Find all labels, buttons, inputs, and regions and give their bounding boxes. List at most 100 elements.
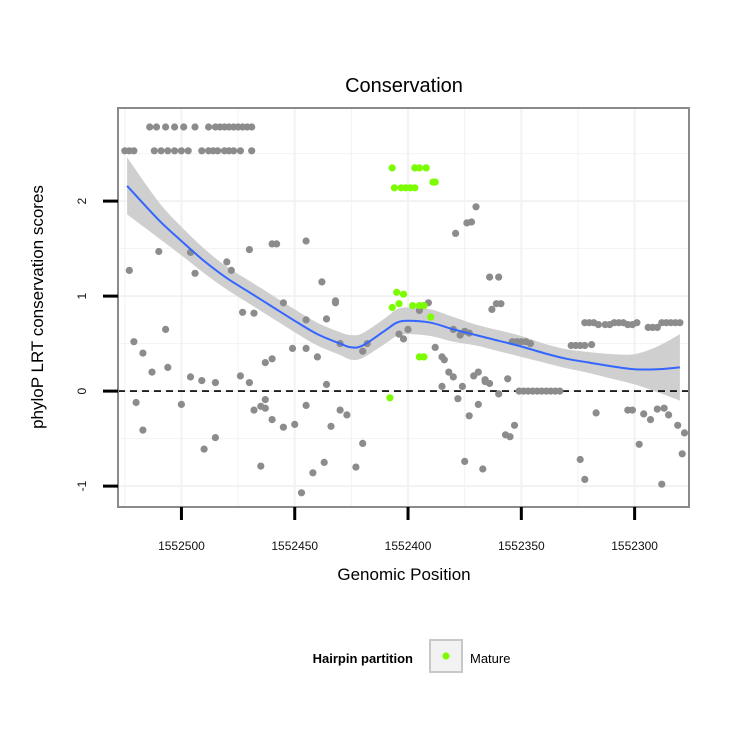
point-other — [343, 411, 351, 419]
point-other — [461, 457, 469, 465]
point-mature — [388, 164, 396, 172]
legend-label-mature: Mature — [470, 651, 510, 666]
point-other — [510, 421, 519, 429]
point-other — [653, 405, 661, 413]
point-other — [302, 344, 310, 352]
point-other — [633, 319, 641, 327]
point-other — [152, 123, 161, 131]
point-other — [177, 400, 185, 408]
point-other — [309, 469, 317, 477]
point-other — [592, 409, 600, 417]
point-mature — [420, 302, 428, 310]
panel-border — [117, 107, 690, 508]
point-other — [556, 387, 564, 395]
point-mature — [420, 353, 428, 361]
point-other — [130, 147, 138, 155]
point-mature — [415, 164, 423, 172]
point-other — [279, 299, 287, 307]
point-other — [146, 123, 154, 131]
point-other — [465, 412, 473, 420]
point-other — [676, 319, 684, 327]
chart-title: Conservation — [345, 75, 463, 97]
point-other — [261, 396, 269, 404]
point-other — [581, 341, 589, 350]
y-tick-label: -1 — [75, 480, 89, 491]
point-other — [177, 147, 185, 155]
point-other — [327, 422, 335, 430]
point-other — [479, 465, 487, 473]
point-other — [230, 147, 238, 155]
point-other — [454, 395, 462, 403]
point-other — [273, 240, 281, 248]
point-other — [211, 379, 219, 387]
point-mature — [422, 164, 430, 172]
point-other — [157, 147, 165, 155]
panel-background — [118, 108, 689, 507]
point-other — [227, 266, 235, 274]
point-other — [674, 421, 682, 429]
point-other — [404, 325, 412, 333]
point-other — [449, 373, 457, 381]
point-other — [191, 123, 199, 131]
point-other — [200, 445, 208, 453]
point-mature — [395, 300, 403, 308]
point-other — [261, 359, 269, 367]
confidence-band — [127, 157, 680, 401]
point-other — [162, 325, 170, 333]
point-other — [359, 439, 367, 447]
point-other — [184, 147, 192, 155]
point-other — [474, 368, 482, 376]
point-other — [660, 404, 668, 412]
point-other — [155, 247, 163, 256]
point-other — [665, 411, 673, 419]
point-other — [576, 455, 584, 464]
point-other — [445, 368, 453, 376]
point-other — [472, 203, 480, 211]
point-other — [132, 398, 140, 407]
y-tick-label: 2 — [75, 197, 89, 204]
point-mature — [393, 288, 401, 296]
point-other — [205, 123, 213, 131]
point-other — [248, 147, 256, 155]
point-other — [171, 147, 179, 155]
point-mature — [411, 184, 419, 192]
x-tick-label: 1552500 — [158, 539, 205, 553]
point-other — [486, 273, 494, 281]
point-other — [250, 309, 258, 317]
point-mature — [386, 394, 394, 402]
point-other — [322, 315, 331, 323]
point-other — [395, 330, 403, 338]
point-other — [288, 344, 297, 352]
point-other — [588, 341, 596, 349]
point-other — [640, 410, 648, 418]
point-other — [148, 368, 156, 376]
point-other — [504, 375, 512, 383]
point-other — [628, 406, 637, 414]
point-other — [223, 258, 231, 266]
point-other — [139, 349, 147, 357]
point-other — [130, 338, 138, 346]
point-other — [248, 123, 256, 131]
point-mature — [388, 303, 396, 312]
point-other — [680, 429, 689, 437]
point-other — [467, 218, 476, 226]
point-mature — [409, 302, 417, 310]
point-other — [268, 355, 276, 363]
point-other — [399, 335, 408, 343]
point-other — [646, 416, 655, 424]
point-other — [245, 379, 253, 387]
point-other — [495, 390, 503, 398]
point-other — [526, 340, 535, 348]
point-other — [250, 406, 258, 414]
point-other — [291, 420, 299, 428]
point-other — [239, 308, 247, 316]
point-other — [211, 434, 219, 442]
point-other — [297, 489, 306, 497]
x-tick-label: 1552450 — [271, 539, 318, 553]
point-other — [318, 278, 326, 286]
point-other — [506, 433, 514, 441]
point-other — [125, 266, 133, 274]
point-other — [458, 382, 466, 390]
y-axis-title: phyloP LRT conservation scores — [28, 185, 47, 429]
point-other — [438, 382, 446, 390]
